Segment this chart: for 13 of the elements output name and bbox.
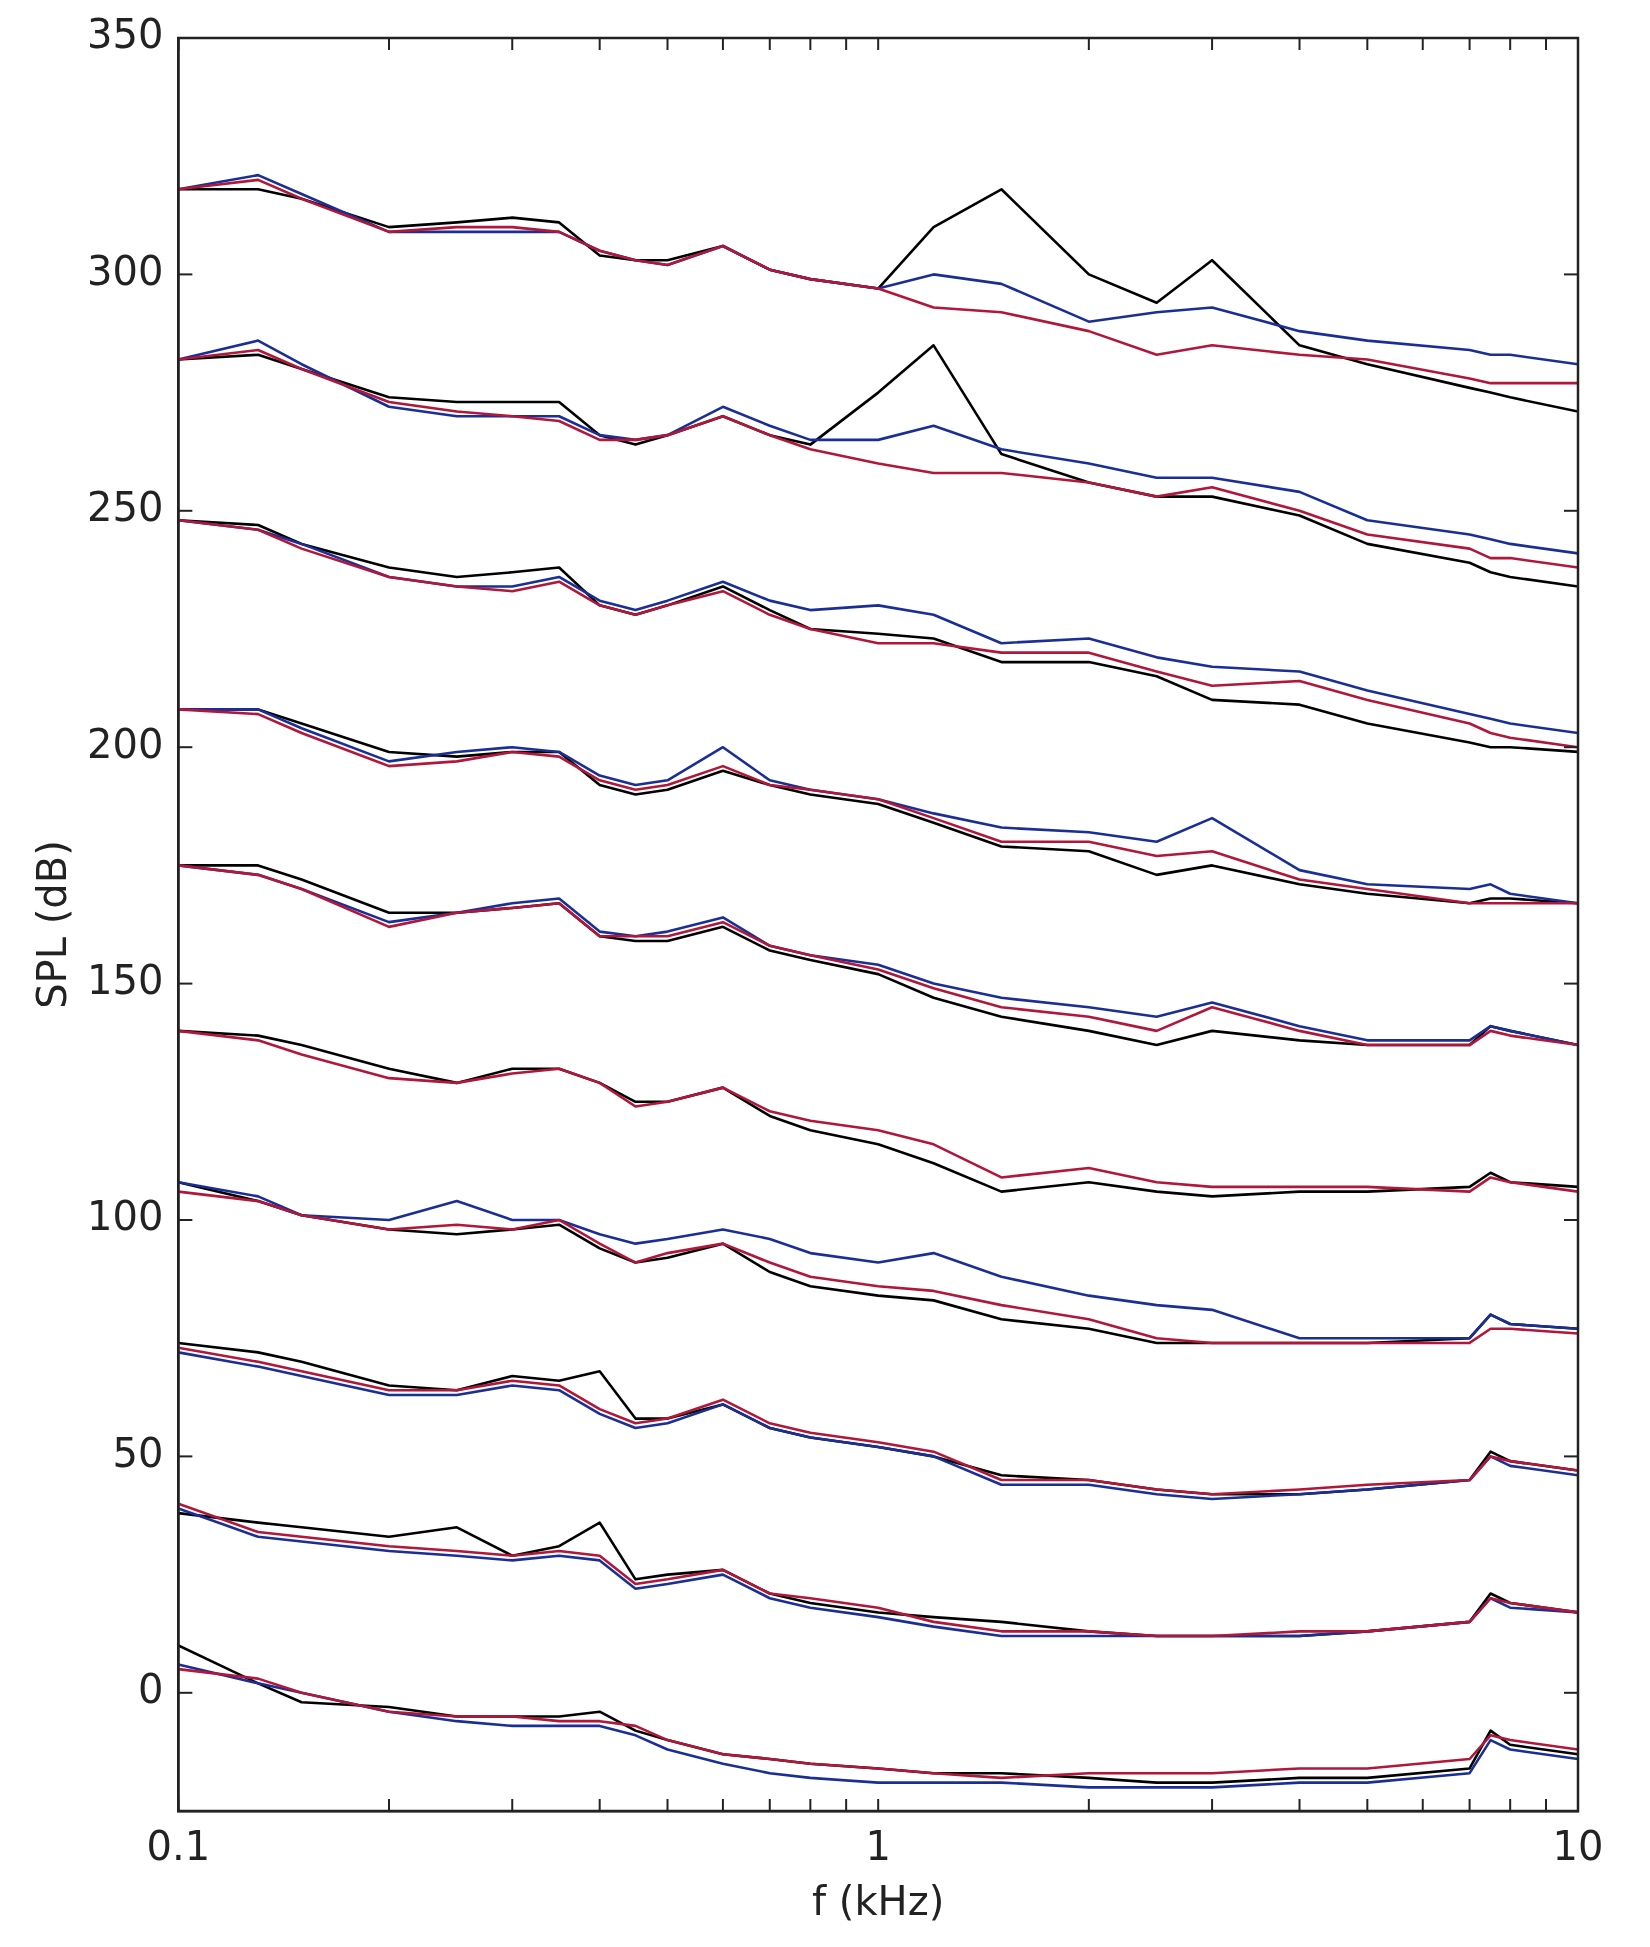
- y-axis-title: SPL (dB): [29, 840, 76, 1009]
- x-tick-label: 10: [1552, 1823, 1604, 1870]
- y-tick-label: 350: [86, 11, 164, 58]
- y-tick-label: 250: [86, 484, 164, 531]
- y-tick-label: 150: [86, 956, 164, 1003]
- y-tick-label: 200: [86, 720, 164, 767]
- y-tick-label: 300: [86, 247, 164, 294]
- x-axis-title: f (kHz): [812, 1878, 945, 1925]
- x-tick-label: 1: [865, 1823, 891, 1870]
- y-tick-label: 100: [86, 1193, 164, 1240]
- y-tick-label: 50: [112, 1429, 164, 1476]
- x-tick-label: 0.1: [146, 1823, 211, 1870]
- y-tick-label: 0: [137, 1666, 164, 1713]
